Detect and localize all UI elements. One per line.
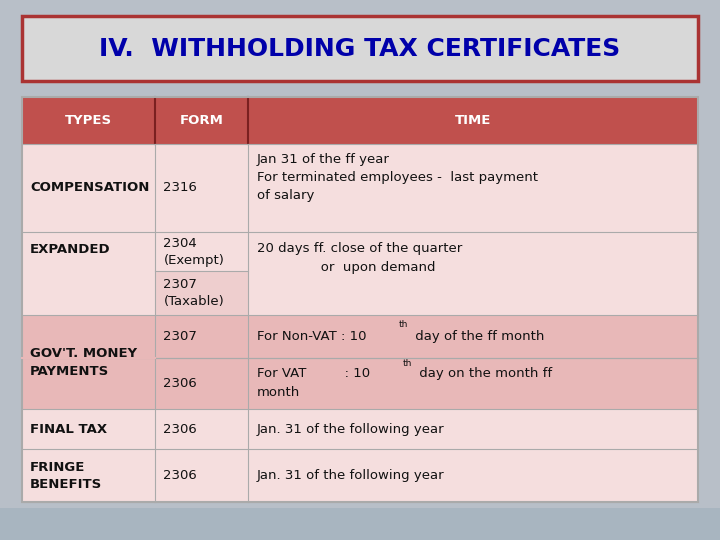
Text: 2306: 2306 — [163, 469, 197, 482]
Text: Jan. 31 of the following year: Jan. 31 of the following year — [257, 469, 445, 482]
Text: 20 days ff. close of the quarter
               or  upon demand: 20 days ff. close of the quarter or upon… — [257, 242, 462, 274]
Text: FRINGE
BENEFITS: FRINGE BENEFITS — [30, 461, 102, 491]
Bar — [22, 97, 698, 144]
Text: TIME: TIME — [455, 114, 492, 127]
Text: 2316: 2316 — [163, 181, 197, 194]
Bar — [22, 409, 698, 449]
Text: 2307
(Taxable): 2307 (Taxable) — [163, 278, 224, 308]
Bar — [22, 315, 698, 359]
Text: EXPANDED: EXPANDED — [30, 243, 111, 256]
Text: Jan 31 of the ff year
For terminated employees -  last payment
of salary: Jan 31 of the ff year For terminated emp… — [257, 153, 538, 202]
Text: day on the month ff: day on the month ff — [415, 367, 552, 380]
Text: TYPES: TYPES — [65, 114, 112, 127]
Text: month: month — [257, 386, 300, 399]
Bar — [155, 271, 248, 315]
Bar — [22, 97, 698, 502]
Text: 2304
(Exempt): 2304 (Exempt) — [163, 237, 225, 267]
Text: GOV'T. MONEY
PAYMENTS: GOV'T. MONEY PAYMENTS — [30, 347, 138, 377]
Text: FINAL TAX: FINAL TAX — [30, 422, 107, 435]
Text: IV.  WITHHOLDING TAX CERTIFICATES: IV. WITHHOLDING TAX CERTIFICATES — [99, 37, 621, 60]
Text: 2307: 2307 — [163, 330, 197, 343]
Text: COMPENSATION: COMPENSATION — [30, 181, 150, 194]
Text: th: th — [398, 321, 408, 329]
Text: FORM: FORM — [180, 114, 223, 127]
Text: 2306: 2306 — [163, 377, 197, 390]
Text: day of the ff month: day of the ff month — [410, 330, 544, 343]
Bar — [0, 508, 720, 540]
Text: For VAT         : 10: For VAT : 10 — [257, 367, 370, 380]
Bar — [22, 449, 698, 502]
Bar — [22, 144, 698, 232]
Text: For Non-VAT : 10: For Non-VAT : 10 — [257, 330, 366, 343]
Text: th: th — [403, 359, 413, 368]
Bar — [22, 232, 698, 315]
Text: Jan. 31 of the following year: Jan. 31 of the following year — [257, 422, 445, 435]
Bar — [22, 359, 698, 409]
Text: 2306: 2306 — [163, 422, 197, 435]
Bar — [22, 16, 698, 81]
